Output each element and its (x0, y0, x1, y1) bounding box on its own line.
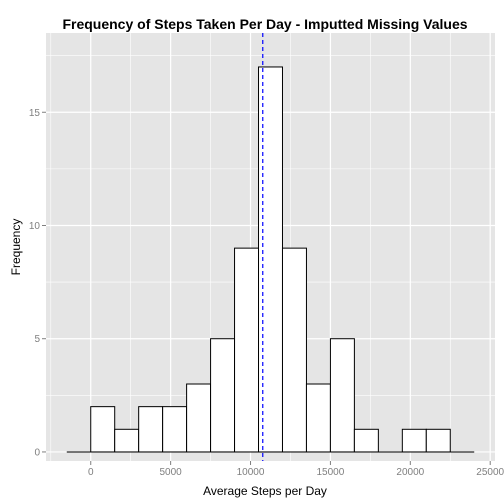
histogram-bar (114, 428, 140, 453)
histogram-bar (353, 428, 379, 453)
histogram-bar (258, 66, 283, 453)
histogram-bar (186, 383, 212, 453)
y-axis-label: Frequency (9, 219, 23, 276)
histogram-bars (90, 66, 451, 453)
y-tick-label: 10 (29, 221, 41, 232)
histogram-bar (162, 406, 188, 453)
histogram-bar (329, 338, 355, 453)
x-tick-label: 0 (88, 467, 94, 478)
histogram-bar (425, 428, 451, 453)
x-tick-label: 5000 (160, 467, 183, 478)
histogram-bar (281, 247, 307, 453)
y-tick-label: 5 (34, 334, 40, 345)
histogram-bar (401, 428, 427, 453)
histogram-bar (210, 338, 236, 453)
minor-gridlines (46, 33, 495, 461)
x-tick-label: 10000 (237, 467, 265, 478)
histogram-bar (305, 383, 331, 453)
x-tick-label: 25000 (476, 467, 504, 478)
histogram-bar (90, 406, 116, 453)
histogram-bar (234, 247, 260, 453)
x-axis-ticks: 0 5000 10000 15000 20000 25000 (88, 461, 504, 478)
y-axis-ticks: 0 5 10 15 (29, 108, 46, 458)
y-tick-label: 15 (29, 108, 41, 119)
x-tick-label: 15000 (317, 467, 345, 478)
x-axis-label: Average Steps per Day (203, 484, 327, 498)
x-tick-label: 20000 (396, 467, 424, 478)
histogram-bar (138, 406, 164, 453)
y-tick-label: 0 (34, 447, 40, 458)
chart-title: Frequency of Steps Taken Per Day - Imput… (62, 16, 467, 32)
